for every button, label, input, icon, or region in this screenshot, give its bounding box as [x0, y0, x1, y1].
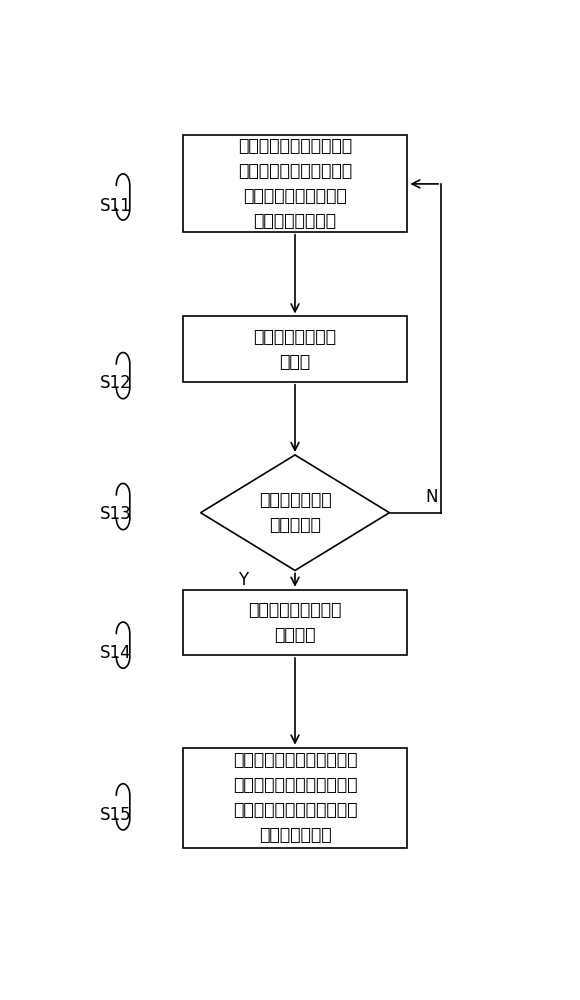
- Text: 改变输出的控制信号，使得
对应的第一开关和第二开关
均导通，其余的第一开关和
第二开关均断开: 改变输出的控制信号，使得 对应的第一开关和第二开关 均导通，其余的第一开关和 第…: [233, 751, 357, 844]
- Bar: [183, 590, 407, 655]
- Text: 监测每个供电模块
的状态: 监测每个供电模块 的状态: [253, 328, 336, 371]
- Bar: [183, 135, 407, 232]
- Text: S11: S11: [100, 197, 131, 215]
- Text: S14: S14: [100, 644, 131, 662]
- Text: S13: S13: [100, 505, 131, 523]
- Text: S12: S12: [100, 374, 131, 392]
- Polygon shape: [201, 455, 389, 570]
- Text: Y: Y: [238, 571, 248, 589]
- Bar: [183, 748, 407, 848]
- Text: 确定出现异常的供电
模块位置: 确定出现异常的供电 模块位置: [248, 601, 342, 644]
- Bar: [183, 316, 407, 382]
- Text: N: N: [426, 488, 438, 506]
- Text: S15: S15: [100, 806, 131, 824]
- Text: 微控制器输出多个第一控
制信号和第二控制信号，
使得所有的第一开关导
通，第二开关截止: 微控制器输出多个第一控 制信号和第二控制信号， 使得所有的第一开关导 通，第二开…: [238, 137, 352, 230]
- Text: 出现状态异常的
供电模块否: 出现状态异常的 供电模块否: [259, 491, 331, 534]
